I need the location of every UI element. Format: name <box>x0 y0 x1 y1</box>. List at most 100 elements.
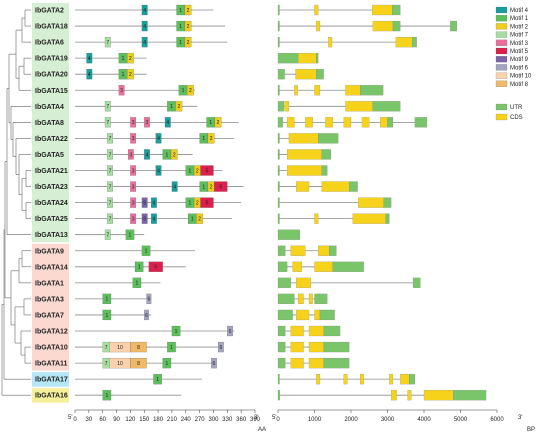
gene-axis-start-label: 5' <box>272 415 276 421</box>
legend-label: Motif 8 <box>510 82 529 88</box>
motif-2-box <box>207 133 215 144</box>
motif-number: 2 <box>196 200 199 206</box>
motif-axis-tick-label: 60 <box>99 417 106 423</box>
gene-row: IbGATA13 7 1 <box>35 229 300 240</box>
motif-number: 1 <box>179 24 182 30</box>
motif-number: 6 <box>147 297 150 303</box>
motif-number: 1 <box>165 361 168 367</box>
group-highlights <box>32 3 69 403</box>
motif-number: 10 <box>117 345 123 351</box>
motif-3-box <box>127 149 134 160</box>
legend-swatch-motif-1 <box>495 15 508 22</box>
cds-block <box>296 277 311 288</box>
cds-block <box>391 390 397 401</box>
legend-label: Motif 4 <box>510 8 529 14</box>
motif-9-box <box>141 197 148 208</box>
utr-block <box>321 149 332 160</box>
gene-name: IbGATA1 <box>35 280 64 287</box>
motif-4-box <box>141 20 148 32</box>
gene-row: IbGATA22 7 3 4 1 2 <box>35 133 339 144</box>
utr-block <box>360 85 384 96</box>
utr-block <box>277 277 291 288</box>
motif-number: 3 <box>132 168 135 174</box>
motif-6-box <box>217 341 224 353</box>
cds-block <box>318 245 330 256</box>
motif-2-box <box>170 149 178 160</box>
motif-number: 7 <box>109 136 112 142</box>
motif-length-axis: 5' 3' AA 0 30 60 90 120 150 180 210 240 270 300 330… <box>68 409 266 433</box>
motif-8-box <box>130 341 147 353</box>
motif-3-box <box>130 197 137 208</box>
utr-block <box>277 245 286 256</box>
motif-2-box <box>184 4 192 16</box>
motif-number: 4 <box>146 152 149 158</box>
motif-4-box <box>164 117 171 128</box>
motif-number: 1 <box>165 152 168 158</box>
utr-block <box>453 390 487 401</box>
motif-4-box <box>141 36 148 48</box>
motif-axis-tick-label: 0 <box>73 417 77 423</box>
motif-number: 1 <box>175 329 178 335</box>
cds-block <box>308 293 313 304</box>
motif-number: 7 <box>106 104 109 110</box>
cds-block <box>345 101 373 112</box>
motif-number: 1 <box>189 168 192 174</box>
utr-block <box>383 197 392 208</box>
motif-number: 4 <box>153 216 156 222</box>
motif-7-box <box>107 165 113 176</box>
motif-3-box <box>118 85 125 96</box>
motif-axis-tick-label: 210 <box>167 417 178 423</box>
motif-number: 5 <box>154 265 157 271</box>
legend-label: Motif 5 <box>510 49 529 55</box>
motif-5-box <box>200 165 214 176</box>
cds-block <box>308 325 324 337</box>
gene-row: IbGATA20 4 1 2 <box>35 69 324 80</box>
gene-row: IbGATA6 7 4 1 2 <box>35 36 417 48</box>
gene-name: IbGATA16 <box>35 393 68 400</box>
legend-swatch-motif-8 <box>495 80 508 87</box>
motif-2-box <box>187 85 194 96</box>
cds-block <box>314 261 333 272</box>
group-highlight-g2 <box>32 243 69 371</box>
motif-number: 2 <box>187 8 190 14</box>
utr-block <box>277 197 280 208</box>
motif-3-box <box>130 181 137 192</box>
motif-number: 5 <box>206 168 209 174</box>
motif-number: 7 <box>106 120 109 126</box>
motif-number: 3 <box>132 120 135 126</box>
utr-block <box>277 36 280 48</box>
gene-row: IbGATA24 7 3 9 4 1 2 5 <box>35 197 392 208</box>
utr-block <box>319 309 335 321</box>
cds-block <box>358 197 384 208</box>
utr-block <box>277 309 293 321</box>
gene-row: IbGATA12 1 6 <box>35 325 341 337</box>
motif-4-box <box>151 213 157 224</box>
utr-block <box>385 213 390 224</box>
legend-swatch-motif-4 <box>495 6 508 14</box>
gene-row: IbGATA9 1 <box>35 245 337 256</box>
motif-number: 1 <box>179 8 182 14</box>
gene-axis-tick-label: 2000 <box>344 417 358 423</box>
motif-axis-tick-label: 90 <box>113 417 120 423</box>
motif-4-box <box>151 197 157 208</box>
legend-label: CDS <box>510 115 523 121</box>
gene-name: IbGATA15 <box>35 88 68 95</box>
utr-block <box>277 133 280 144</box>
legend-swatch-cds <box>495 113 508 121</box>
motif-3-box <box>144 117 150 128</box>
utr-block <box>277 69 285 80</box>
motif-number: 2 <box>129 72 132 78</box>
motif-5-box <box>200 197 214 208</box>
cds-block <box>321 181 350 192</box>
utr-block <box>277 341 286 353</box>
gene-name: IbGATA6 <box>35 40 64 47</box>
utr-block <box>318 133 339 144</box>
motif-number: 2 <box>187 24 190 30</box>
gene-axis-tick-label: 0 <box>276 417 280 423</box>
motif-number: 3 <box>120 88 123 94</box>
utr-block <box>277 358 286 369</box>
gene-name: IbGATA3 <box>35 296 64 303</box>
utr-block <box>316 69 324 80</box>
legend-label: Motif 3 <box>510 41 529 47</box>
motif-number: 1 <box>138 265 141 271</box>
